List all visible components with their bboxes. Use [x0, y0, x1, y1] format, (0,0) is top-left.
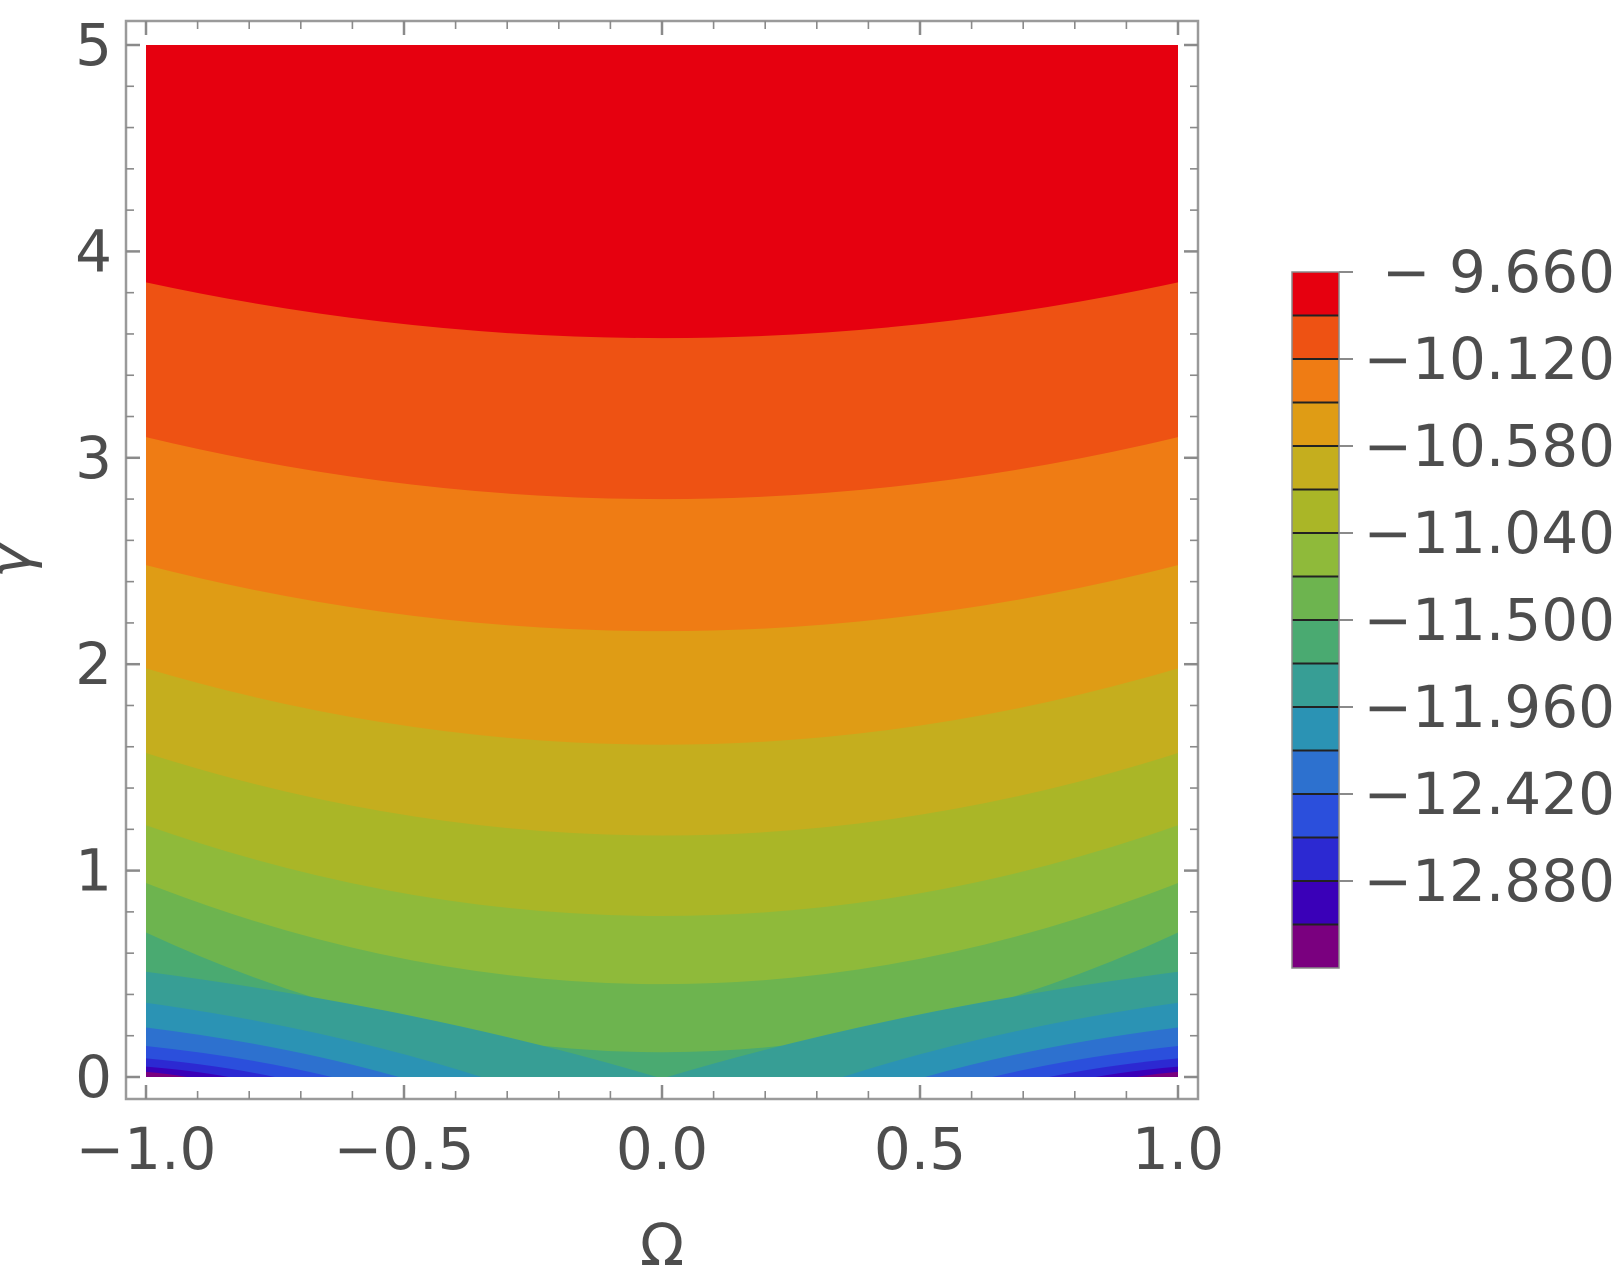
contour-fills [146, 45, 1178, 1077]
x-tick-label: 0.5 [874, 1115, 966, 1183]
colorbar-swatch [1292, 533, 1339, 577]
colorbar-swatch [1292, 620, 1339, 664]
x-tick-label: −0.5 [334, 1115, 475, 1183]
colorbar-swatch [1292, 837, 1339, 882]
y-tick-labels: 0 1 2 3 4 5 [75, 11, 112, 1111]
colorbar-label: −10.120 [1363, 325, 1615, 393]
contour-band-corner-left [146, 1071, 188, 1077]
x-tick-labels: −1.0 −0.5 0.0 0.5 1.0 [76, 1115, 1225, 1183]
y-tick-label: 0 [75, 1043, 112, 1111]
colorbar-label: −11.500 [1363, 586, 1615, 654]
colorbar-label: −11.960 [1363, 673, 1615, 741]
y-tick-label: 2 [75, 630, 112, 698]
x-tick-label: −1.0 [76, 1115, 217, 1183]
axis-ticks [126, 21, 1198, 1099]
colorbar-swatch [1292, 489, 1339, 534]
x-tick-label: 0.0 [616, 1115, 708, 1183]
colorbar-swatch [1292, 446, 1339, 490]
colorbar-swatch [1292, 707, 1339, 751]
colorbar-swatch [1292, 576, 1339, 621]
colorbar-swatch [1292, 750, 1339, 795]
colorbar-legend: − 9.660 −10.120 −10.580 −11.040 −11.500 −11.9… [1291, 238, 1615, 969]
y-tick-label: 5 [75, 11, 112, 79]
y-tick-label: 1 [75, 837, 112, 905]
colorbar-label: −11.040 [1363, 499, 1615, 567]
x-axis-label: Ω [640, 1211, 684, 1279]
colorbar-label: −10.580 [1363, 412, 1615, 480]
contour-band-corner-right [1136, 1071, 1178, 1077]
colorbar-swatch [1292, 315, 1339, 360]
y-tick-label: 4 [75, 217, 112, 285]
colorbar-swatch [1292, 272, 1339, 316]
colorbar-swatch [1292, 359, 1339, 403]
colorbar-label: −12.420 [1363, 760, 1615, 828]
colorbar-swatch [1292, 924, 1339, 969]
colorbar-swatch [1292, 663, 1339, 708]
colorbar-swatch [1292, 402, 1339, 447]
y-tick-label: 3 [75, 424, 112, 492]
contour-band-corner-left [146, 1074, 162, 1077]
colorbar-swatch [1292, 881, 1339, 925]
y-axis-label: γ [0, 541, 44, 578]
colorbar-swatch [1292, 794, 1339, 838]
colorbar-label: − 9.660 [1382, 238, 1615, 306]
contour-band-corner-right [1162, 1074, 1178, 1077]
colorbar-label: −12.880 [1363, 847, 1615, 915]
x-tick-label: 1.0 [1132, 1115, 1224, 1183]
